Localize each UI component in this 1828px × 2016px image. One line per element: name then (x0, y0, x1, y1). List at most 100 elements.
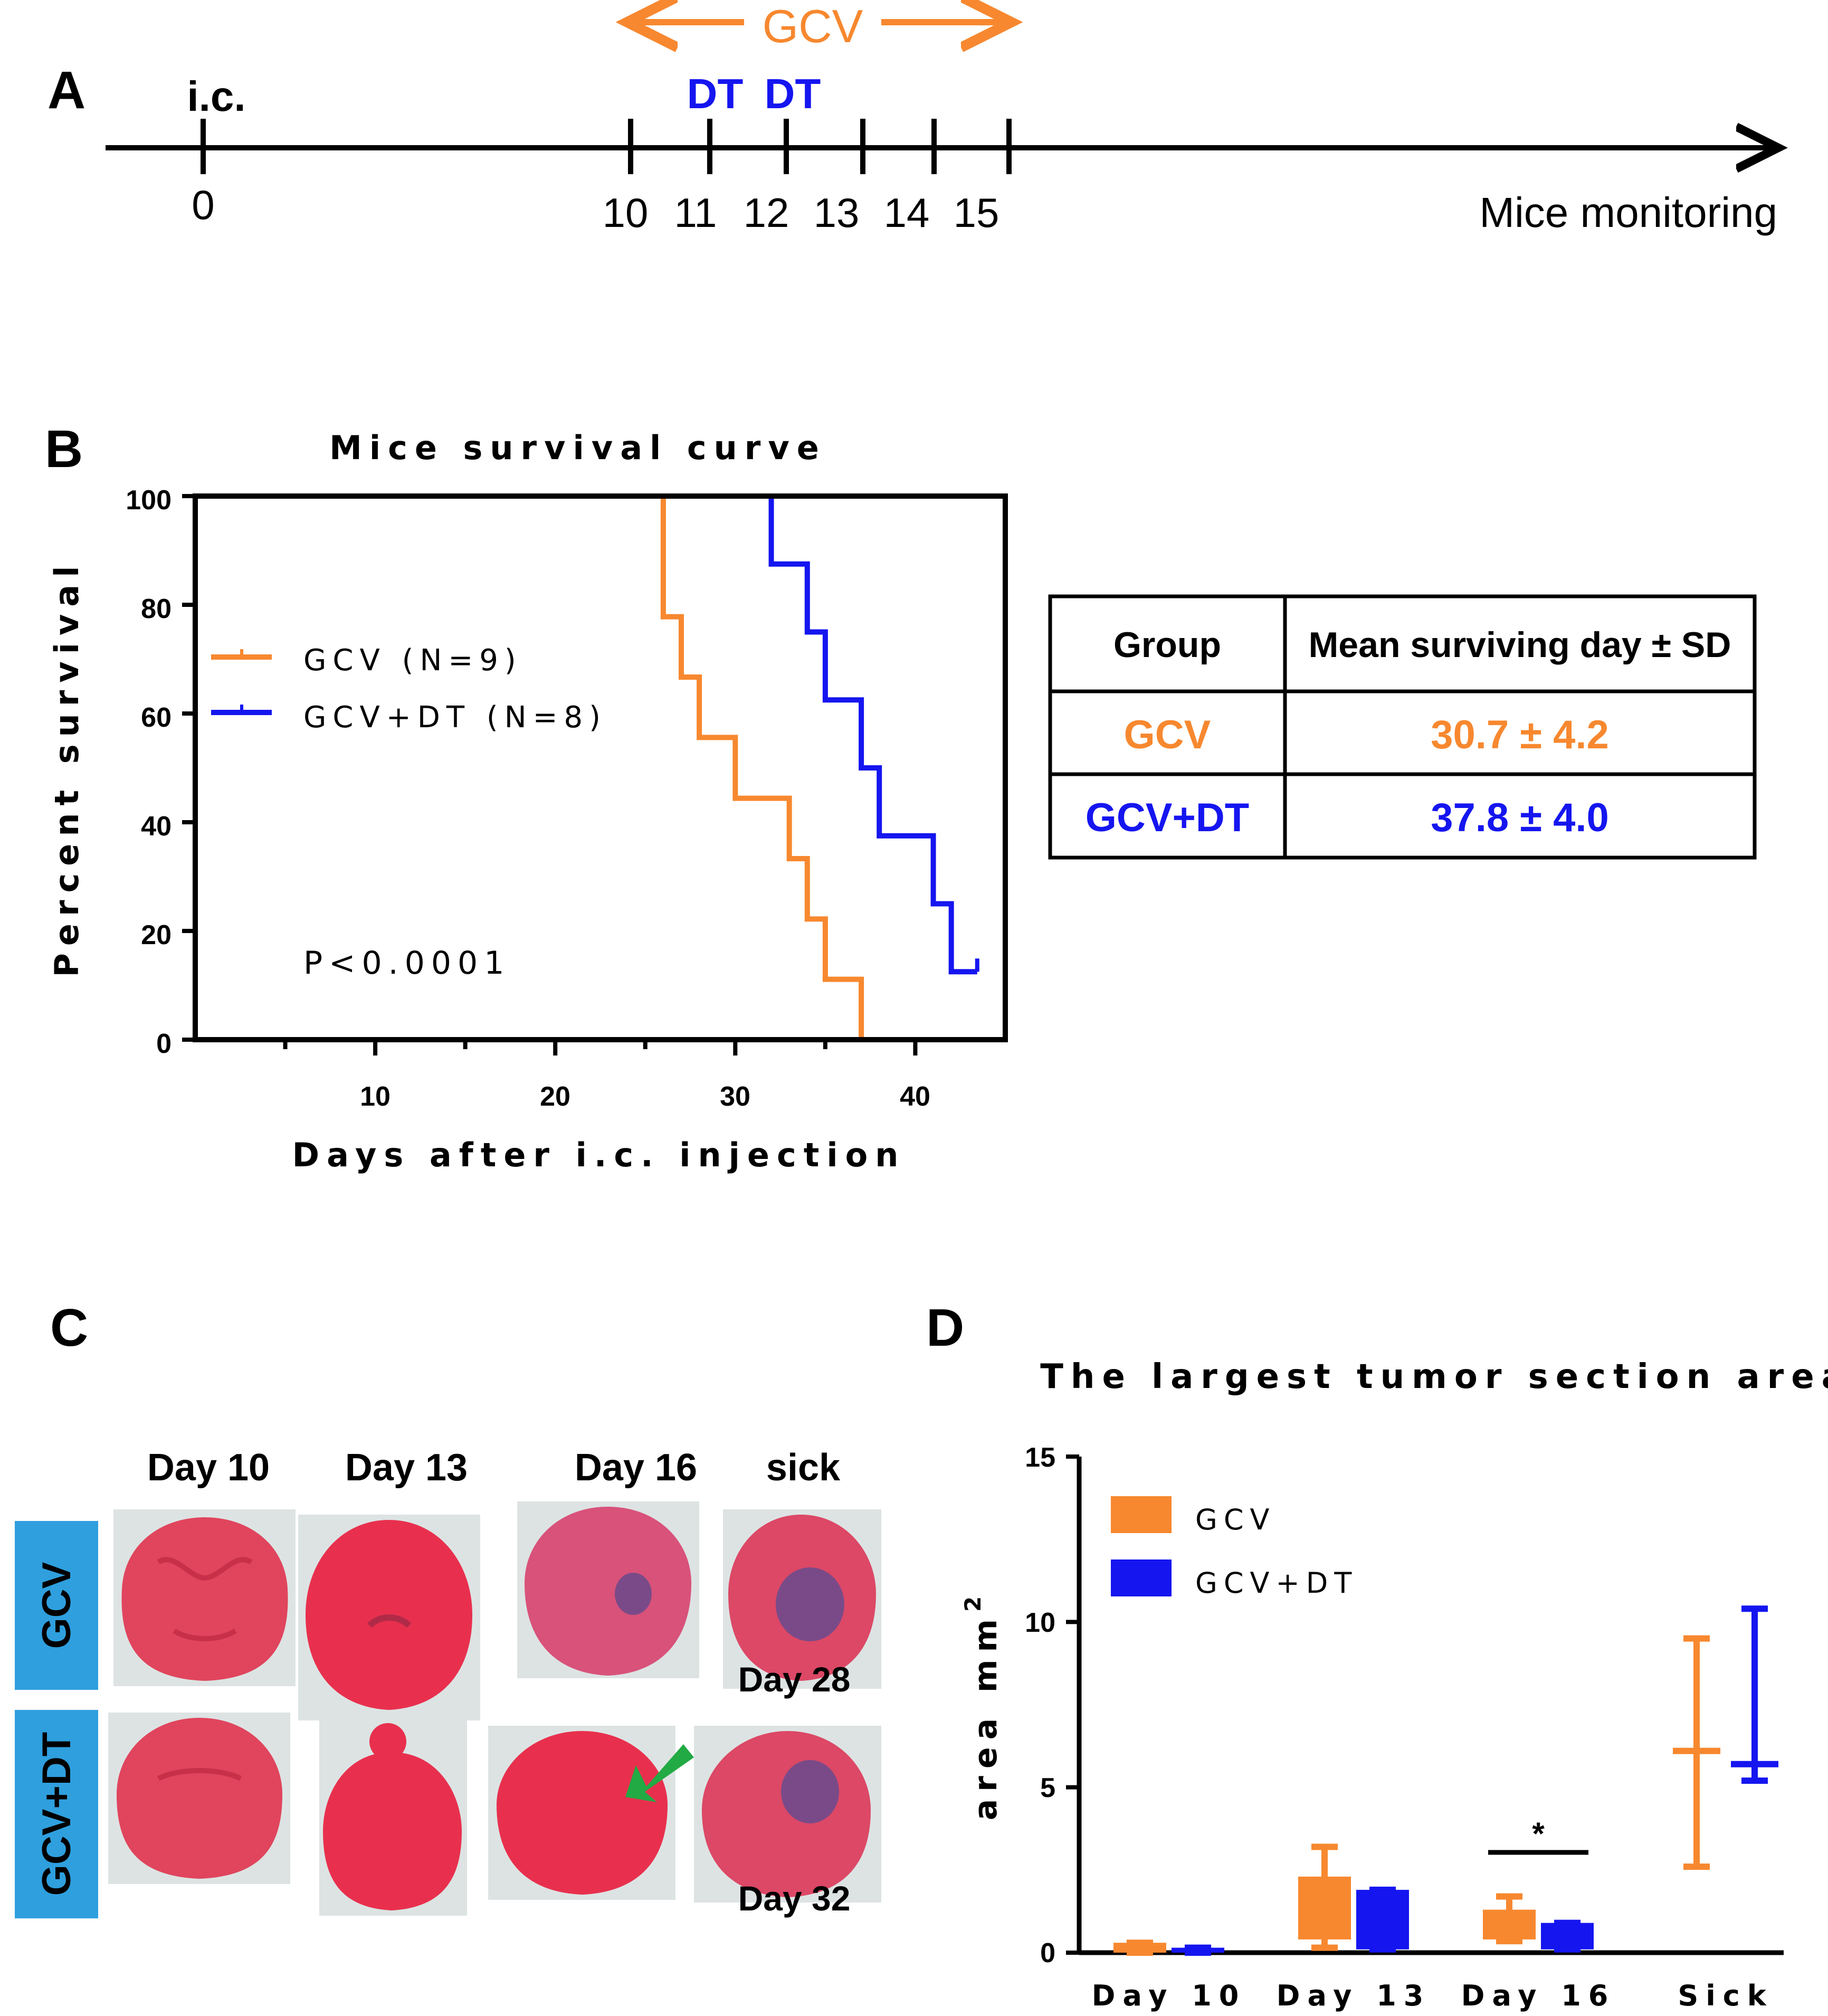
y-tick: 15 (1025, 1442, 1055, 1473)
tumor-y-tick-marks (1066, 1454, 1079, 1955)
y-tick: 0 (1040, 1938, 1055, 1969)
table-cell-value-gcv: 30.7 ± 4.2 (1431, 712, 1609, 757)
ic-label: i.c. (187, 73, 245, 120)
svg-text:11: 11 (674, 189, 717, 236)
svg-text:0: 0 (192, 182, 214, 228)
tumor-ylabel-text: area mm (967, 1612, 1004, 1820)
panel-a-label: A (47, 61, 85, 120)
tumor-legend: GCV GCV+DT (1111, 1496, 1358, 1600)
significance-mark: * (1532, 1816, 1545, 1851)
svg-text:12: 12 (744, 189, 789, 236)
tumor-gcv-sick (776, 1567, 844, 1641)
tumor-ylabel-sup: 2 (960, 1589, 986, 1612)
y-tick: 0 (156, 1029, 172, 1059)
panel-c: C Day 10 Day 13 Day 16 sick GCV GCV+DT (15, 1298, 881, 1918)
survival-plot-frame (193, 493, 1008, 1042)
svg-text:13: 13 (814, 189, 860, 236)
box-gcv-day-13 (1298, 1843, 1351, 1951)
survival-title: Mice survival curve (329, 429, 826, 467)
svg-text:15: 15 (954, 189, 999, 236)
row-band-gcv-dt (15, 1710, 98, 1918)
y-tick: 5 (1040, 1773, 1055, 1803)
legend-swatch-gcv (1111, 1496, 1172, 1533)
section-gcv-day10 (113, 1509, 296, 1686)
sick-day-gcv-dt: Day 32 (738, 1879, 851, 1918)
row-label-gcv: GCV (34, 1562, 79, 1649)
tumor-boxes (1113, 1605, 1778, 1956)
section-gcv-dt-sick (694, 1726, 881, 1903)
table-cell-group-gcv-dt: GCV+DT (1086, 795, 1249, 840)
box-gcv-sick (1673, 1635, 1720, 1870)
panel-b: B Mice survival curve 0 20 40 60 80 100 … (45, 420, 1008, 1174)
row-label-gcv-dt: GCV+DT (34, 1732, 79, 1896)
survival-xlabel: Days after i.c. injection (292, 1136, 906, 1174)
section-gcv-dt-day16 (488, 1726, 675, 1900)
x-tick: Day 10 (1092, 1979, 1246, 2012)
p-value: P<0.0001 (303, 945, 510, 982)
row-band-gcv (15, 1521, 98, 1690)
y-tick: 60 (141, 702, 172, 733)
section-gcv-day13 (298, 1515, 480, 1720)
tumor-gcv-dt-sick (781, 1760, 839, 1823)
survival-x-tick-marks (283, 1040, 918, 1055)
section-gcv-dt-day10 (108, 1713, 290, 1884)
y-tick: 10 (1025, 1608, 1055, 1638)
x-tick: 10 (360, 1081, 391, 1112)
section-gcv-day16 (517, 1501, 699, 1678)
legend-swatch-gcv-dt (1111, 1559, 1172, 1596)
column-header-day16: Day 16 (575, 1447, 697, 1489)
box-gcv-dt-day-13 (1356, 1886, 1409, 1953)
table-cell-group-gcv: GCV (1124, 712, 1211, 757)
tumor-y-tick-labels: 0 5 10 15 (1025, 1442, 1055, 1969)
column-header-sick: sick (766, 1447, 841, 1489)
column-header-day13: Day 13 (345, 1447, 468, 1489)
x-tick: Day 16 (1461, 1979, 1616, 2012)
y-tick: 80 (141, 594, 172, 624)
table-header-mean: Mean surviving day ± SD (1309, 625, 1731, 665)
y-tick: 40 (141, 811, 172, 842)
x-tick: 20 (540, 1081, 570, 1112)
box-gcv-dt-day-16 (1541, 1919, 1594, 1953)
table-frame (1048, 594, 1757, 860)
x-tick: 30 (720, 1081, 750, 1112)
box-gcv-day-10 (1113, 1939, 1166, 1956)
treatment-label: GCV (763, 0, 863, 52)
table-header-group: Group (1113, 625, 1221, 665)
survival-line-gcv (195, 493, 864, 1040)
tumor-gcv-day16 (615, 1573, 652, 1615)
survival-table: Group Mean surviving day ± SD GCV 30.7 ±… (1048, 594, 1757, 860)
panel-d: D The largest tumor section area 0 5 10 … (926, 1298, 1828, 2012)
legend-label-gcv-dt: GCV+DT (1195, 1566, 1358, 1600)
tumor-x-tick-labels: Day 10 Day 13 Day 16 Sick (1092, 1979, 1773, 2012)
survival-legend: GCV (N=9) GCV+DT (N=8) (211, 643, 607, 735)
survival-y-ticks: 0 20 40 60 80 100 (126, 485, 172, 1059)
green-arrow-icon (625, 1744, 694, 1802)
panel-c-label: C (50, 1298, 88, 1357)
survival-line-gcv-dt (195, 493, 977, 975)
dt-label-1: DT (687, 70, 744, 117)
section-gcv-sick (723, 1509, 881, 1689)
x-tick: Sick (1678, 1979, 1773, 2012)
tumor-chart-title: The largest tumor section area (1040, 1357, 1828, 1396)
legend-label-gcv-dt: GCV+DT (N=8) (303, 700, 607, 735)
box-gcv-dt-sick (1731, 1605, 1778, 1784)
survival-plot-area: 0 20 40 60 80 100 10 20 30 40 (126, 485, 1008, 1112)
legend-label-gcv: GCV (N=9) (303, 643, 522, 678)
panel-a: A GCV i.c. DT DT 0 10 11 12 13 14 15 Mic… (47, 0, 1777, 236)
sick-day-gcv: Day 28 (738, 1660, 851, 1699)
box-gcv-day-16 (1483, 1893, 1536, 1945)
x-tick: Day 13 (1277, 1979, 1431, 2012)
box-gcv-dt-day-10 (1172, 1944, 1224, 1956)
section-gcv-dt-day13 (319, 1720, 467, 1916)
svg-text:14: 14 (884, 189, 930, 236)
tumor-ylabel: area mm2 (960, 1589, 1004, 1820)
legend-label-gcv: GCV (1195, 1503, 1276, 1536)
panel-b-label: B (45, 420, 83, 479)
svg-text:10: 10 (603, 189, 649, 236)
column-header-day10: Day 10 (147, 1447, 270, 1489)
panel-d-label: D (926, 1298, 964, 1357)
dt-label-2: DT (765, 70, 821, 117)
table-cell-value-gcv-dt: 37.8 ± 4.0 (1431, 795, 1609, 840)
timeline-tick-labels: 0 10 11 12 13 14 15 (192, 182, 999, 236)
survival-ylabel: Percent survival (47, 558, 86, 977)
